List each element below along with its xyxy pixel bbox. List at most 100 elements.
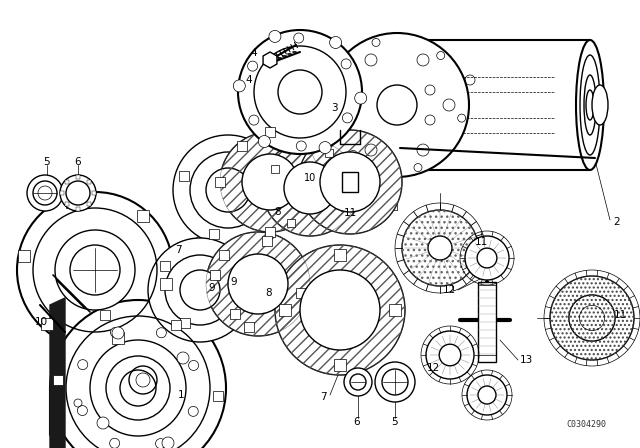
- Circle shape: [458, 114, 466, 122]
- Circle shape: [341, 59, 351, 69]
- Text: 11: 11: [475, 237, 488, 247]
- Circle shape: [17, 192, 173, 348]
- Circle shape: [325, 33, 469, 177]
- Circle shape: [278, 70, 322, 114]
- FancyBboxPatch shape: [325, 149, 333, 157]
- Text: 12: 12: [427, 363, 440, 373]
- Circle shape: [275, 245, 405, 375]
- Circle shape: [402, 210, 478, 286]
- FancyBboxPatch shape: [287, 219, 295, 227]
- FancyBboxPatch shape: [334, 249, 346, 261]
- Text: 3: 3: [331, 103, 338, 113]
- FancyBboxPatch shape: [262, 236, 272, 246]
- FancyBboxPatch shape: [19, 250, 31, 262]
- Text: 4: 4: [245, 75, 252, 85]
- FancyBboxPatch shape: [389, 304, 401, 316]
- Text: 10: 10: [304, 173, 316, 183]
- FancyBboxPatch shape: [100, 310, 110, 320]
- Circle shape: [50, 300, 226, 448]
- Circle shape: [228, 254, 288, 314]
- Text: 10: 10: [35, 317, 48, 327]
- FancyBboxPatch shape: [112, 332, 124, 344]
- Circle shape: [77, 405, 88, 416]
- FancyBboxPatch shape: [180, 318, 189, 328]
- FancyBboxPatch shape: [76, 207, 80, 211]
- Circle shape: [375, 362, 415, 402]
- FancyBboxPatch shape: [279, 304, 291, 316]
- Circle shape: [220, 132, 320, 232]
- Circle shape: [177, 352, 189, 364]
- Circle shape: [206, 168, 250, 212]
- Circle shape: [188, 406, 198, 416]
- Circle shape: [259, 135, 270, 147]
- Circle shape: [112, 327, 124, 339]
- FancyBboxPatch shape: [210, 270, 220, 280]
- Circle shape: [156, 439, 166, 448]
- FancyBboxPatch shape: [53, 375, 63, 385]
- Text: 5: 5: [44, 157, 51, 167]
- FancyBboxPatch shape: [87, 202, 92, 207]
- Circle shape: [248, 61, 258, 71]
- FancyBboxPatch shape: [159, 278, 172, 290]
- Circle shape: [97, 417, 109, 429]
- FancyBboxPatch shape: [137, 210, 148, 222]
- Ellipse shape: [592, 85, 608, 125]
- Text: 7: 7: [175, 245, 182, 255]
- Circle shape: [60, 175, 96, 211]
- Circle shape: [136, 373, 150, 387]
- Circle shape: [27, 175, 63, 211]
- Circle shape: [320, 152, 380, 212]
- Text: 6: 6: [75, 157, 81, 167]
- Circle shape: [344, 368, 372, 396]
- Circle shape: [426, 331, 474, 379]
- FancyBboxPatch shape: [230, 309, 241, 319]
- Text: 8: 8: [265, 288, 271, 298]
- FancyBboxPatch shape: [267, 198, 277, 209]
- Circle shape: [436, 52, 445, 60]
- FancyBboxPatch shape: [65, 180, 68, 184]
- Text: 8: 8: [275, 207, 282, 217]
- Circle shape: [77, 360, 88, 370]
- FancyBboxPatch shape: [65, 202, 68, 207]
- Text: 7: 7: [321, 392, 327, 402]
- FancyBboxPatch shape: [244, 322, 254, 332]
- Circle shape: [330, 36, 342, 48]
- Circle shape: [90, 340, 186, 436]
- Circle shape: [550, 276, 634, 360]
- FancyBboxPatch shape: [159, 261, 170, 271]
- Text: 4: 4: [250, 48, 257, 58]
- Circle shape: [269, 30, 281, 43]
- Circle shape: [180, 270, 220, 310]
- Text: 1: 1: [178, 390, 184, 400]
- Circle shape: [296, 141, 307, 151]
- Circle shape: [234, 80, 245, 92]
- FancyBboxPatch shape: [215, 177, 225, 187]
- Bar: [342, 172, 358, 192]
- Text: C0304290: C0304290: [566, 419, 606, 428]
- Circle shape: [38, 186, 52, 200]
- Circle shape: [294, 33, 304, 43]
- Circle shape: [298, 130, 402, 234]
- Text: 5: 5: [392, 417, 398, 427]
- FancyBboxPatch shape: [87, 180, 92, 184]
- Circle shape: [284, 162, 336, 214]
- FancyBboxPatch shape: [220, 250, 229, 259]
- FancyBboxPatch shape: [212, 391, 223, 401]
- Text: 11: 11: [344, 208, 357, 218]
- FancyBboxPatch shape: [265, 227, 275, 237]
- FancyBboxPatch shape: [271, 165, 279, 173]
- FancyBboxPatch shape: [265, 127, 275, 137]
- Text: 13: 13: [520, 355, 533, 365]
- Circle shape: [189, 361, 198, 370]
- FancyBboxPatch shape: [296, 288, 306, 298]
- Circle shape: [319, 142, 331, 154]
- Circle shape: [355, 92, 367, 104]
- FancyBboxPatch shape: [334, 359, 346, 371]
- Circle shape: [569, 295, 615, 341]
- Circle shape: [300, 270, 380, 350]
- Polygon shape: [50, 298, 65, 448]
- Text: 9: 9: [230, 277, 237, 287]
- Bar: [478, 282, 496, 362]
- FancyBboxPatch shape: [237, 141, 246, 151]
- Circle shape: [238, 30, 362, 154]
